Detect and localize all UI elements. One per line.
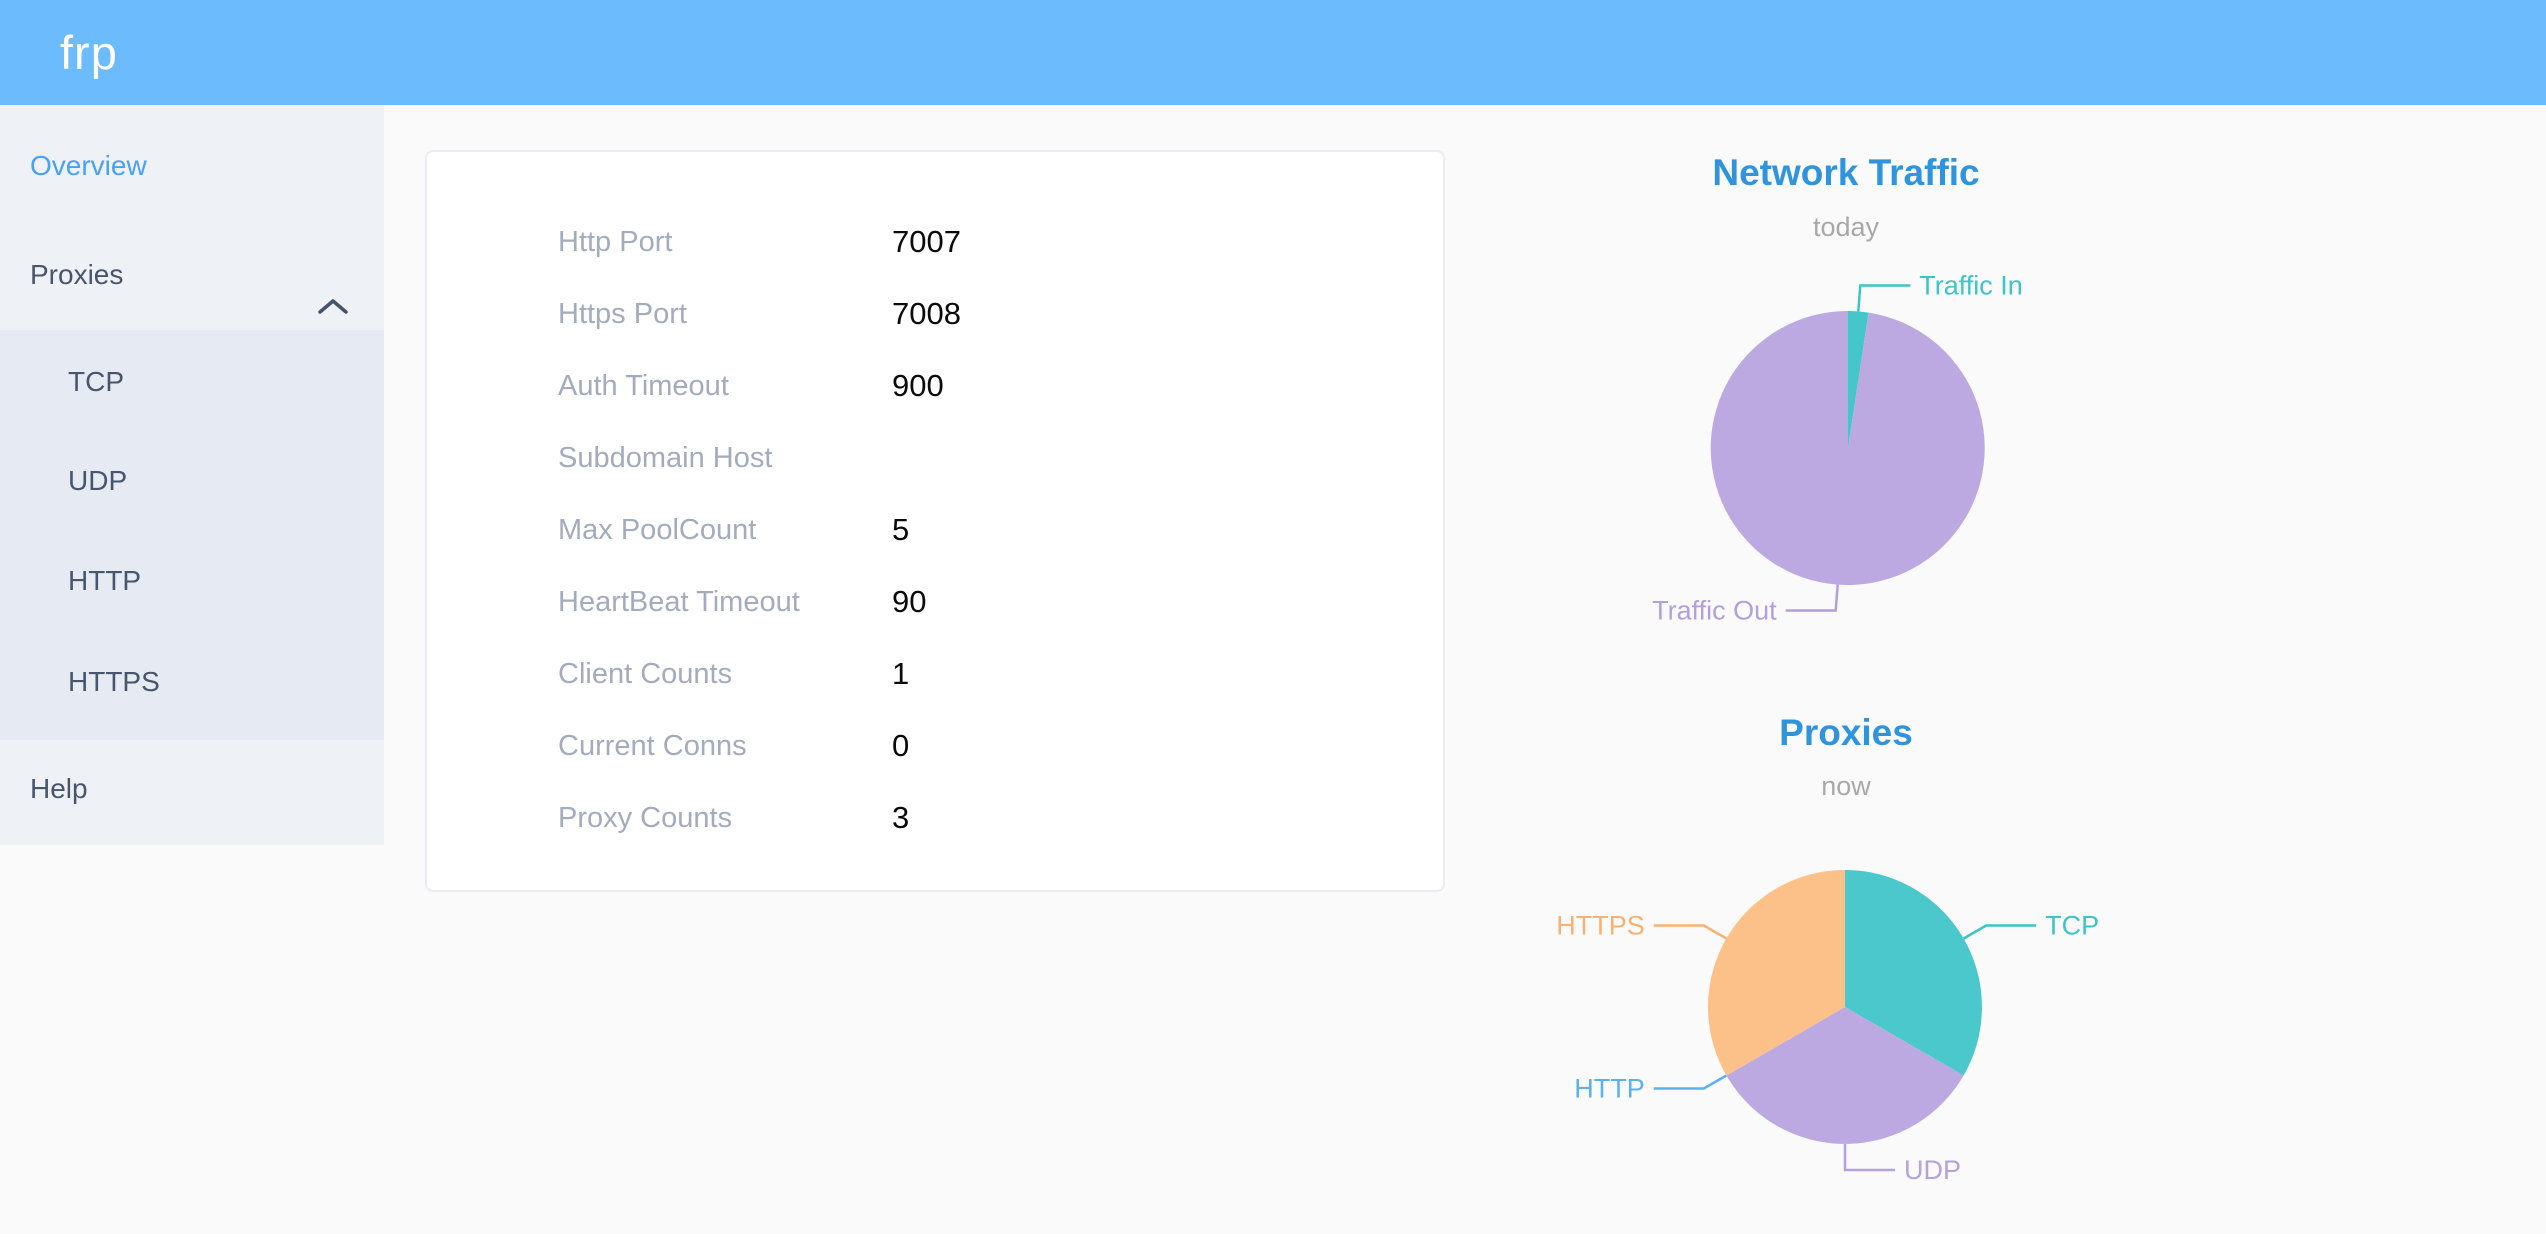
config-value: 3	[892, 800, 910, 835]
table-row: Http Port 7007	[427, 206, 1443, 278]
pie-slice-tcp[interactable]	[1845, 870, 1982, 1076]
pie-label-leader-traffic-out	[1785, 584, 1839, 612]
sidebar-item-udp[interactable]: UDP	[68, 465, 128, 496]
table-row: Current Conns 0	[427, 710, 1443, 782]
sidebar-item-http[interactable]: HTTP	[68, 565, 142, 596]
pie-label-traffic-out: Traffic Out	[1652, 596, 1777, 626]
pie-label-leader-tcp	[1962, 924, 2037, 940]
config-value: 7007	[892, 224, 961, 259]
config-value: 5	[892, 512, 910, 547]
pie-label-tcp: TCP	[2045, 911, 2099, 941]
pie-label-leader-traffic-in	[1857, 284, 1911, 312]
table-row: HeartBeat Timeout 90	[427, 566, 1443, 638]
sidebar-item-proxies[interactable]: Proxies	[0, 233, 384, 317]
pie-label-traffic-in: Traffic In	[1919, 271, 2023, 301]
table-row: Subdomain Host	[427, 422, 1443, 494]
proxies-submenu: TCP UDP HTTP HTTPS	[0, 330, 384, 740]
pie-label-leader-udp	[1843, 1144, 1895, 1172]
pie-label-leader-http	[1653, 1074, 1728, 1090]
config-label: Proxy Counts	[558, 802, 733, 834]
proxies-chart-title: Proxies	[1779, 712, 1913, 753]
config-label: Http Port	[558, 226, 673, 258]
sidebar-item-overview[interactable]: Overview	[0, 124, 384, 208]
config-label: Max PoolCount	[558, 514, 757, 546]
config-label: HeartBeat Timeout	[558, 586, 800, 618]
config-label: Current Conns	[558, 730, 747, 762]
network-traffic-chart-title: Network Traffic	[1712, 152, 1980, 193]
pie-slice-https[interactable]	[1708, 870, 1845, 1076]
table-row: Auth Timeout 900	[427, 350, 1443, 422]
top-header-bar: frp	[0, 0, 2546, 105]
pie-label-leader-https	[1653, 924, 1728, 940]
sidebar-item-tcp[interactable]: TCP	[68, 366, 124, 397]
table-row: Max PoolCount 5	[427, 494, 1443, 566]
server-info-rows: Http Port 7007 Https Port 7008 Auth Time…	[427, 206, 1443, 854]
network-traffic-chart-subtitle: today	[1812, 212, 1880, 242]
config-value: 90	[892, 584, 927, 619]
pie-slice-traffic-in[interactable]	[1848, 311, 1869, 448]
pie-label-https: HTTPS	[1556, 911, 1645, 941]
sidebar-item-label: Overview	[30, 150, 147, 181]
server-info-card: Http Port 7007 Https Port 7008 Auth Time…	[425, 150, 1445, 892]
pie-slice-traffic-out[interactable]	[1710, 310, 1985, 585]
table-row: Client Counts 1	[427, 638, 1443, 710]
config-label: Auth Timeout	[558, 370, 729, 402]
config-value: 7008	[892, 296, 961, 331]
chevron-up-icon	[316, 266, 350, 314]
config-value: 0	[892, 728, 910, 763]
config-value: 900	[892, 368, 944, 403]
table-row: Https Port 7008	[427, 278, 1443, 350]
pie-label-http: HTTP	[1574, 1074, 1645, 1104]
sidebar-item-label: Proxies	[30, 259, 124, 290]
pie-slice-udp[interactable]	[1726, 1007, 1964, 1144]
sidebar-item-label: Help	[30, 773, 88, 804]
proxies-chart-subtitle: now	[1821, 771, 1871, 801]
sidebar-nav: Overview Proxies TCP UDP HTTP HTTPS Help	[0, 105, 384, 845]
sidebar-item-help[interactable]: Help	[0, 747, 384, 831]
table-row: Proxy Counts 3	[427, 782, 1443, 854]
config-label: Subdomain Host	[558, 442, 773, 474]
config-value: 1	[892, 656, 910, 691]
sidebar-item-https[interactable]: HTTPS	[68, 666, 160, 697]
config-label: Https Port	[558, 298, 687, 330]
app-logo: frp	[60, 26, 118, 79]
pie-label-udp: UDP	[1904, 1155, 1961, 1185]
config-label: Client Counts	[558, 658, 733, 690]
